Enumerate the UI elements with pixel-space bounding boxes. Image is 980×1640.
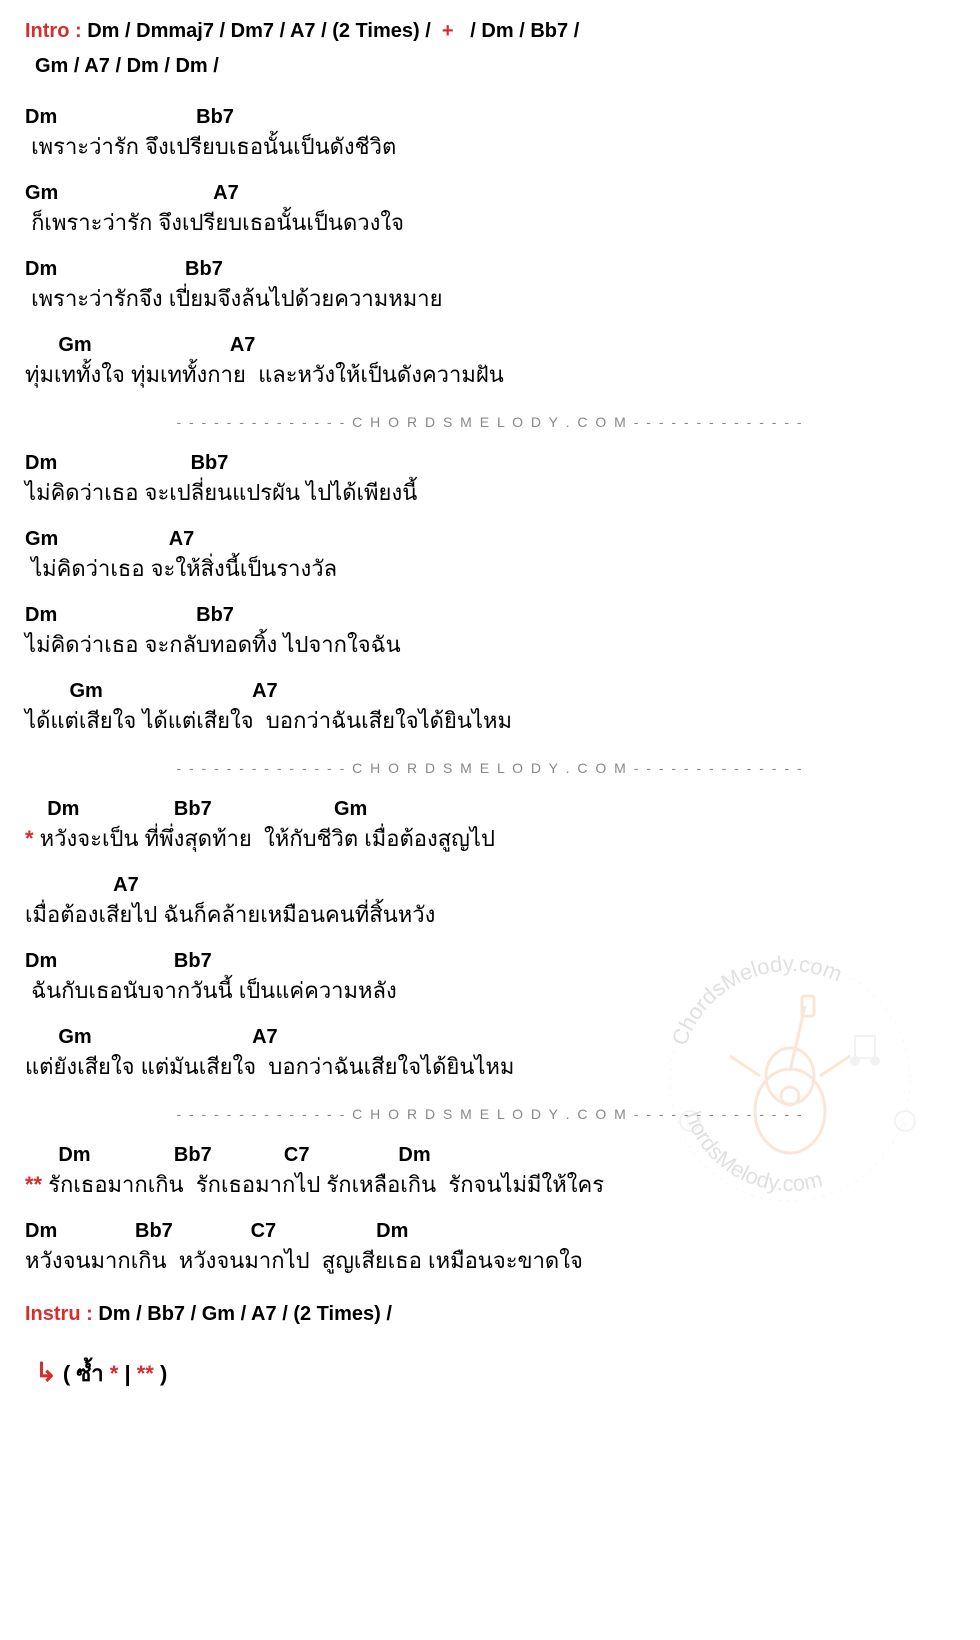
intro-chord: Dm7	[231, 20, 274, 42]
chord-line: Dm Bb7 Gm	[25, 798, 955, 821]
intro-chord: Bb7	[530, 20, 568, 42]
chord-line: Dm Bb7	[25, 106, 955, 129]
section-divider: - - - - - - - - - - - - - - C H O R D S …	[25, 760, 955, 776]
intro-chord: Dm	[175, 55, 207, 77]
slash: /	[136, 1303, 142, 1325]
intro-times: (2 Times)	[332, 20, 419, 42]
chord-line: Dm Bb7	[25, 258, 955, 281]
section-divider: - - - - - - - - - - - - - - C H O R D S …	[25, 414, 955, 430]
chord-line: Gm A7	[25, 182, 955, 205]
arrow-icon: ↳	[35, 1357, 57, 1387]
chorus: Dm Bb7 Gm * หวังจะเป็น ที่พึ่งสุดท้าย ให…	[25, 798, 955, 1084]
slash: /	[321, 20, 327, 42]
repeat-close: )	[154, 1361, 167, 1386]
lyric-text: รักเธอมากเกิน รักเธอมากไป รักเหลือเกิน ร…	[42, 1172, 604, 1197]
slash: /	[241, 1303, 247, 1325]
lyric-line: เพราะว่ารัก จึงเปรียบเธอนั้นเป็นดังชีวิต	[25, 129, 955, 164]
slash: /	[220, 20, 226, 42]
intro-chord: Dm	[481, 20, 513, 42]
instru-chord: Gm	[202, 1303, 235, 1325]
slash: /	[574, 20, 580, 42]
lyric-line: ก็เพราะว่ารัก จึงเปรียบเธอนั้นเป็นดวงใจ	[25, 205, 955, 240]
star-icon: **	[25, 1172, 42, 1197]
intro-chord: Dm	[87, 20, 119, 42]
chord-line: Dm Bb7	[25, 950, 955, 973]
slash: /	[386, 1303, 392, 1325]
chord-line: Dm Bb7 C7 Dm	[25, 1220, 955, 1243]
chord-line: Dm Bb7 C7 Dm	[25, 1144, 955, 1167]
star-icon: **	[137, 1361, 154, 1386]
lyric-line: ไม่คิดว่าเธอ จะให้สิ่งนี้เป็นรางวัล	[25, 551, 955, 586]
intro-line-1: Intro : Dm / Dmmaj7 / Dm7 / A7 / (2 Time…	[25, 20, 955, 43]
repeat-sep: |	[118, 1361, 136, 1386]
instru-line: Instru : Dm / Bb7 / Gm / A7 / (2 Times) …	[25, 1303, 955, 1326]
lyric-line: หวังจนมากเกิน หวังจนมากไป สูญเสียเธอ เหม…	[25, 1243, 955, 1278]
chord-line: Dm Bb7	[25, 452, 955, 475]
instru-chord: A7	[251, 1303, 277, 1325]
lyric-line: แต่ยังเสียใจ แต่มันเสียใจ บอกว่าฉันเสียใ…	[25, 1049, 955, 1084]
slash: /	[125, 20, 131, 42]
slash: /	[280, 20, 286, 42]
lyric-line: ฉันกับเธอนับจากวันนี้ เป็นแค่ความหลัง	[25, 973, 955, 1008]
intro-chord: Gm	[35, 55, 68, 77]
intro-chord: A7	[84, 55, 110, 77]
instru-label: Instru :	[25, 1303, 93, 1325]
slash: /	[282, 1303, 288, 1325]
bridge: Dm Bb7 C7 Dm ** รักเธอมากเกิน รักเธอมากไ…	[25, 1144, 955, 1278]
lyric-text: หวังจะเป็น ที่พึ่งสุดท้าย ให้กับชีวิต เม…	[34, 826, 495, 851]
slash: /	[213, 55, 219, 77]
slash: /	[519, 20, 525, 42]
lyric-line: ไม่คิดว่าเธอ จะเปลี่ยนแปรผัน ไปได้เพียงน…	[25, 475, 955, 510]
plus-icon: +	[442, 20, 454, 42]
instru-chord: Dm	[98, 1303, 130, 1325]
chord-line: A7	[25, 874, 955, 897]
slash: /	[191, 1303, 197, 1325]
chord-line: Gm A7	[25, 528, 955, 551]
slash: /	[470, 20, 476, 42]
chord-line: Gm A7	[25, 1026, 955, 1049]
intro-line-2: Gm / A7 / Dm / Dm /	[25, 55, 955, 78]
chord-line: Dm Bb7	[25, 604, 955, 627]
lyric-line: ไม่คิดว่าเธอ จะกลับทอดทิ้ง ไปจากใจฉัน	[25, 627, 955, 662]
slash: /	[425, 20, 431, 42]
chord-line: Gm A7	[25, 334, 955, 357]
slash: /	[115, 55, 121, 77]
slash: /	[74, 55, 80, 77]
slash: /	[164, 55, 170, 77]
lyric-line: * หวังจะเป็น ที่พึ่งสุดท้าย ให้กับชีวิต …	[25, 821, 955, 856]
repeat-open: ( ซ้ำ	[63, 1361, 110, 1386]
instru-times: (2 Times)	[293, 1303, 380, 1325]
intro-label: Intro :	[25, 20, 82, 42]
lyric-line: ** รักเธอมากเกิน รักเธอมากไป รักเหลือเกิ…	[25, 1167, 955, 1202]
chord-line: Gm A7	[25, 680, 955, 703]
verse-1: Dm Bb7 เพราะว่ารัก จึงเปรียบเธอนั้นเป็นด…	[25, 106, 955, 392]
lyric-line: เพราะว่ารักจึง เปี่ยมจึงล้นไปด้วยความหมา…	[25, 281, 955, 316]
repeat-line: ↳ ( ซ้ำ * | ** )	[25, 1356, 955, 1391]
intro-chord: Dm	[127, 55, 159, 77]
lyric-line: เมื่อต้องเสียไป ฉันก็คล้ายเหมือนคนที่สิ้…	[25, 897, 955, 932]
intro-chord: Dmmaj7	[136, 20, 214, 42]
instru-chord: Bb7	[147, 1303, 185, 1325]
lyric-line: ทุ่มเททั้งใจ ทุ่มเททั้งกาย และหวังให้เป็…	[25, 357, 955, 392]
section-divider: - - - - - - - - - - - - - - C H O R D S …	[25, 1106, 955, 1122]
intro-chord: A7	[290, 20, 316, 42]
star-icon: *	[25, 826, 34, 851]
lyric-line: ได้แต่เสียใจ ได้แต่เสียใจ บอกว่าฉันเสียใ…	[25, 703, 955, 738]
verse-2: Dm Bb7 ไม่คิดว่าเธอ จะเปลี่ยนแปรผัน ไปได…	[25, 452, 955, 738]
